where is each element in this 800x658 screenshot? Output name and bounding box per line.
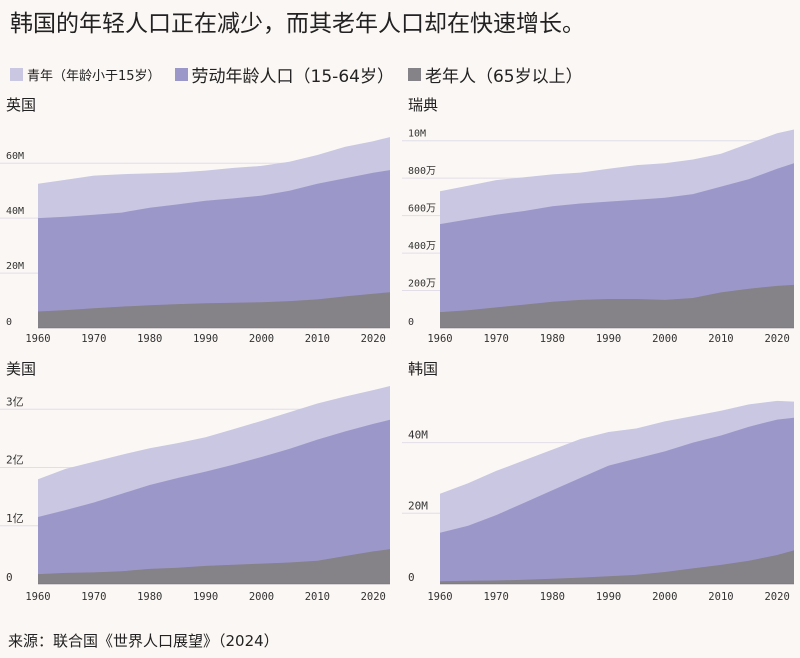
x-tick-label-1970: 1970 <box>81 591 106 603</box>
x-tick-label-2020: 2020 <box>361 333 386 345</box>
legend-label-working-age: 劳动年龄人口（15-64岁） <box>191 67 394 87</box>
y-tick-label: 20M <box>6 261 24 272</box>
chart-svg-1: 瑞典 0 200万 400万 600万 800万 10M 1960 1970 1980 1990 20… <box>402 96 794 345</box>
chart-title: 美国 <box>6 360 36 378</box>
x-tick-label-2000: 2000 <box>652 591 677 603</box>
legend-swatch-youth <box>10 68 23 81</box>
y-tick-label: 60M <box>6 151 24 162</box>
chart-title: 瑞典 <box>408 96 438 114</box>
chart-usa: 美国 0 1亿 2亿 3亿 1960 1970 1980 1990 2000 2010 2020 <box>0 356 400 614</box>
y-tick-label: 20M <box>408 499 428 512</box>
area-series-0 <box>38 292 390 328</box>
x-tick-label-1960: 1960 <box>25 333 50 345</box>
x-tick-label-1990: 1990 <box>193 333 218 345</box>
chart-sweden: 瑞典 0 200万 400万 600万 800万 10M 1960 1970 1980 1990 20… <box>402 92 800 356</box>
chart-svg-2: 美国 0 1亿 2亿 3亿 1960 1970 1980 1990 2000 2010 2020 <box>0 360 390 603</box>
y-tick-label: 3亿 <box>6 395 24 408</box>
y-tick-label: 0 <box>6 571 13 584</box>
area-series-0 <box>440 284 794 328</box>
chart-svg-3: 韩国 0 20M 40M 1960 1970 1980 1990 2000 2010 2020 <box>402 360 794 603</box>
x-tick-label-2010: 2010 <box>305 591 330 603</box>
x-tick-label-2000: 2000 <box>652 333 677 345</box>
chart-title: 韩国 <box>408 360 438 378</box>
x-tick-label-1980: 1980 <box>137 591 162 603</box>
x-tick-label-2000: 2000 <box>249 591 274 603</box>
y-tick-label: 10M <box>408 129 426 140</box>
legend-item-elderly: 老年人（65岁以上） <box>407 62 583 87</box>
y-tick-label: 2亿 <box>6 454 24 467</box>
x-tick-label-2010: 2010 <box>708 333 733 345</box>
x-tick-label-2020: 2020 <box>764 591 789 603</box>
y-tick-label: 400万 <box>408 241 436 252</box>
area-series-0 <box>440 550 794 584</box>
x-tick-label-2000: 2000 <box>249 333 274 345</box>
x-tick-label-2010: 2010 <box>708 591 733 603</box>
area-series-1 <box>440 417 794 584</box>
area-series-1 <box>38 170 390 328</box>
x-tick-label-1980: 1980 <box>540 333 565 345</box>
x-tick-label-1990: 1990 <box>596 333 621 345</box>
y-tick-label: 600万 <box>408 204 436 215</box>
chart-title: 英国 <box>6 96 36 114</box>
legend: 青年（年龄小于15岁） 劳动年龄人口（15-64岁） 老年人（65岁以上） <box>10 62 597 87</box>
y-tick-label: 0 <box>408 571 415 584</box>
x-tick-label-2010: 2010 <box>305 333 330 345</box>
x-tick-label-2020: 2020 <box>361 591 386 603</box>
x-tick-label-1960: 1960 <box>427 591 452 603</box>
x-tick-label-1960: 1960 <box>25 591 50 603</box>
x-tick-label-1970: 1970 <box>484 333 509 345</box>
y-tick-label: 200万 <box>408 279 436 290</box>
x-tick-label-1990: 1990 <box>193 591 218 603</box>
y-tick-label: 40M <box>6 206 24 217</box>
x-tick-label-1980: 1980 <box>540 591 565 603</box>
chart-uk: 英国 0 20M 40M 60M 1960 1970 1980 1990 2000 2010 2020 <box>0 92 400 356</box>
chart-svg-0: 英国 0 20M 40M 60M 1960 1970 1980 1990 2000 2010 2020 <box>0 96 390 345</box>
x-tick-label-1990: 1990 <box>596 591 621 603</box>
chart-korea: 韩国 0 20M 40M 1960 1970 1980 1990 2000 2010 2020 <box>402 356 800 614</box>
area-series-1 <box>440 163 794 328</box>
x-tick-label-2020: 2020 <box>764 333 789 345</box>
source-note: 来源：联合国《世界人口展望》（2024） <box>8 632 279 650</box>
y-tick-label: 800万 <box>408 166 436 177</box>
y-tick-label: 0 <box>408 317 414 328</box>
x-tick-label-1960: 1960 <box>427 333 452 345</box>
x-tick-label-1970: 1970 <box>81 333 106 345</box>
legend-item-youth: 青年（年龄小于15岁） <box>10 65 161 84</box>
x-tick-label-1980: 1980 <box>137 333 162 345</box>
legend-label-elderly: 老年人（65岁以上） <box>424 67 583 87</box>
legend-item-working-age: 劳动年龄人口（15-64岁） <box>174 62 394 87</box>
x-tick-label-1970: 1970 <box>484 591 509 603</box>
y-tick-label: 1亿 <box>6 512 24 525</box>
page-title: 韩国的年轻人口正在减少，而其老年人口却在快速增长。 <box>10 11 585 37</box>
legend-swatch-elderly <box>407 68 421 81</box>
area-series-0 <box>38 549 390 584</box>
y-tick-label: 40M <box>408 429 428 442</box>
legend-swatch-working-age <box>174 68 188 81</box>
legend-label-youth: 青年（年龄小于15岁） <box>27 69 161 84</box>
area-series-1 <box>38 419 390 584</box>
y-tick-label: 0 <box>6 317 12 328</box>
